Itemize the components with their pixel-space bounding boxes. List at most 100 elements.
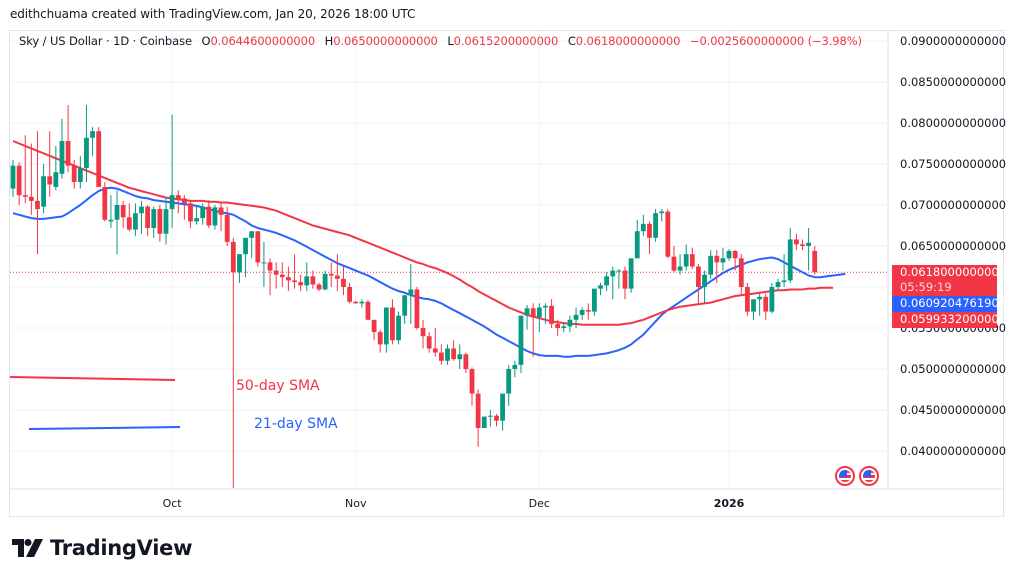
candle-body	[71, 165, 77, 183]
candle-body	[579, 309, 585, 315]
sma21-price-badge: 0.0609204761905	[892, 296, 1006, 312]
candle-body	[249, 231, 255, 238]
candle-body	[426, 336, 432, 349]
candles	[10, 104, 818, 488]
candle-body	[390, 307, 395, 341]
candle-body	[347, 287, 352, 302]
us-flag-event-icon[interactable]	[835, 466, 855, 486]
price-axis-label: 0.0450000000000	[900, 403, 1006, 417]
last-price-value: 0.0618000000000	[900, 265, 1007, 279]
candle-body	[22, 195, 28, 197]
candle-body	[371, 319, 377, 333]
high-value: 0.0650000000000	[333, 34, 438, 48]
candle-body	[102, 186, 108, 220]
change-value: −0.0025600000000 (−3.98%)	[689, 34, 862, 48]
last-price-badge: 0.0618000000000 05:59:19	[892, 265, 1007, 297]
candle-body	[640, 223, 646, 232]
price-axis-label: 0.0900000000000	[900, 34, 1006, 48]
candle-body	[726, 250, 732, 259]
candle-body	[175, 195, 181, 199]
candle-body	[457, 354, 463, 360]
candle-body	[402, 295, 408, 316]
candle-body	[469, 369, 475, 394]
candle-body	[365, 301, 371, 320]
candle-body	[237, 254, 242, 273]
candle-body	[133, 213, 138, 230]
candle-body	[781, 280, 787, 283]
us-flag-event-icon[interactable]	[859, 466, 879, 486]
sma21-legend-stroke[interactable]	[28, 426, 181, 430]
candle-body	[255, 231, 261, 263]
candle-body	[420, 328, 426, 337]
candle-body	[90, 131, 95, 138]
sma50-annotation: 50-day SMA	[236, 378, 320, 394]
candle-body	[800, 244, 805, 246]
candle-body	[653, 213, 658, 238]
candle-body	[108, 219, 114, 222]
candle-body	[169, 195, 175, 210]
time-axis-label: Oct	[163, 497, 183, 510]
price-axis-label: 0.0750000000000	[900, 157, 1006, 171]
candle-body	[567, 319, 573, 327]
candle-body	[286, 277, 291, 281]
candle-body	[812, 250, 818, 273]
candle-body	[487, 415, 493, 417]
candle-body	[610, 270, 616, 277]
candle-body	[439, 352, 444, 361]
candle-body	[298, 282, 304, 286]
candle-body	[775, 282, 781, 287]
sma50-legend-stroke[interactable]	[9, 376, 176, 381]
sma21-annotation: 21-day SMA	[254, 416, 338, 432]
candle-body	[634, 231, 640, 259]
candle-body	[139, 206, 144, 214]
low-label: L	[447, 34, 454, 48]
sma21-line	[12, 186, 846, 358]
candle-body	[696, 266, 701, 287]
candle-body	[512, 364, 518, 369]
price-axis-label: 0.0650000000000	[900, 239, 1006, 253]
candle-body	[334, 275, 340, 279]
candle-body	[304, 276, 310, 286]
tradingview-logo[interactable]: TradingView	[12, 536, 192, 560]
candle-body	[316, 284, 322, 290]
candle-body	[481, 416, 487, 429]
candle-body	[659, 211, 665, 214]
candle-body	[769, 287, 775, 312]
high-label: H	[324, 34, 334, 48]
candle-body	[732, 250, 738, 259]
candle-body	[243, 237, 248, 255]
candle-body	[757, 296, 763, 300]
candle-body	[793, 239, 799, 245]
chart-frame[interactable]	[9, 30, 1004, 517]
time-axis-label: Nov	[345, 497, 367, 510]
close-value: 0.0618000000000	[575, 34, 681, 48]
candle-body	[194, 218, 199, 222]
candle-body	[145, 206, 151, 228]
bar-countdown: 05:59:19	[900, 280, 952, 294]
symbol-title[interactable]: Sky / US Dollar · 1D · Coinbase	[19, 34, 192, 48]
candle-body	[292, 280, 297, 283]
candle-body	[573, 314, 579, 320]
candle-body	[310, 276, 316, 285]
candle-body	[41, 176, 46, 207]
candle-body	[598, 285, 603, 289]
candle-body	[181, 198, 187, 204]
candle-body	[151, 209, 157, 228]
candle-body	[267, 262, 273, 271]
candle-body	[689, 254, 695, 267]
candle-body	[157, 209, 163, 234]
candle-body	[206, 206, 212, 226]
candle-body	[53, 172, 59, 187]
candle-body	[543, 305, 548, 308]
price-axis-label: 0.0850000000000	[900, 75, 1006, 89]
candle-body	[745, 287, 750, 312]
candle-body	[65, 141, 71, 166]
candle-body	[10, 165, 16, 189]
candle-body	[353, 301, 359, 304]
candle-body	[451, 348, 457, 360]
candle-body	[536, 307, 542, 318]
candle-body	[751, 299, 756, 312]
candle-body	[377, 332, 383, 345]
candle-body	[628, 258, 634, 289]
